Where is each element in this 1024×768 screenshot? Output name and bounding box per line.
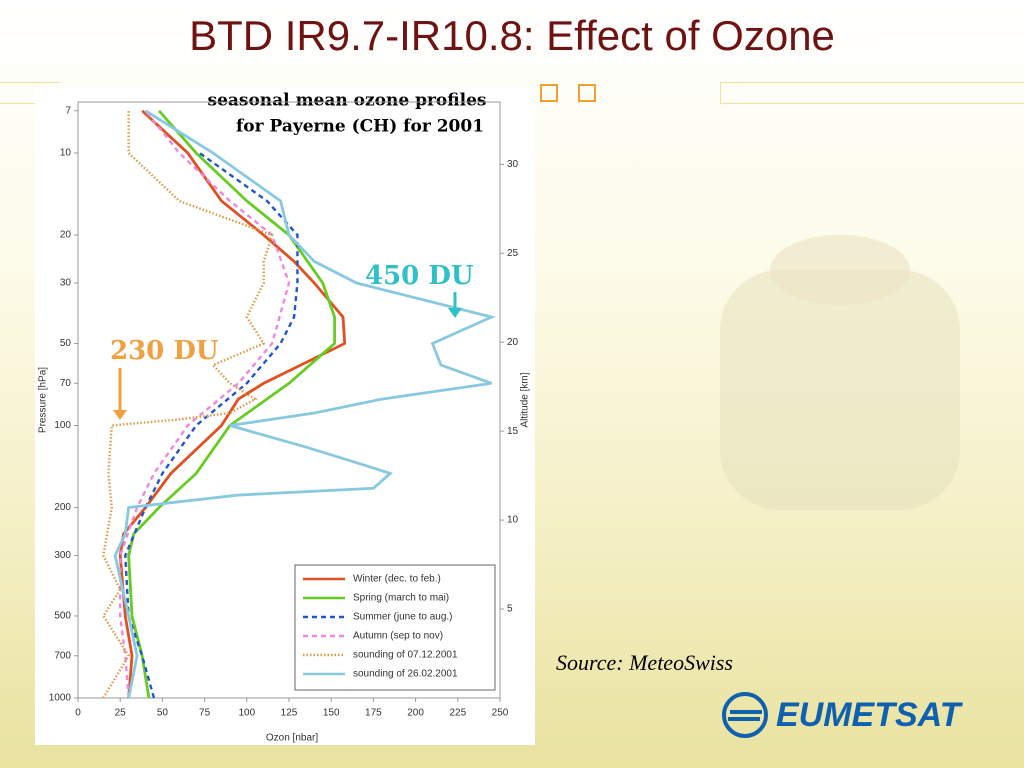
y-tick-label: 1000 (49, 693, 72, 704)
chart-title: seasonal mean ozone profiles (208, 91, 487, 111)
legend-box (294, 564, 496, 691)
y-tick-label: 300 (54, 550, 71, 561)
legend: Winter (dec. to feb.) Spring (march to ma… (294, 564, 496, 691)
y-tick-label: 100 (54, 420, 71, 431)
decor-rule (0, 82, 60, 104)
y2-tick-label: 25 (507, 248, 519, 259)
legend-label: Winter (dec. to feb.) (353, 574, 441, 585)
x-tick-label: 150 (323, 708, 340, 719)
y-tick-label: 50 (60, 338, 72, 349)
annotation-arrowhead (448, 308, 462, 318)
y2-tick-label: 10 (507, 515, 519, 526)
y-tick-label: 700 (54, 650, 71, 661)
y-tick-label: 10 (60, 148, 72, 159)
chart-subtitle: for Payerne (CH) for 2001 (236, 117, 484, 137)
y2-tick-label: 30 (507, 159, 519, 170)
annotation-arrowhead (113, 410, 127, 420)
decor-rule (720, 82, 1024, 104)
y-tick-label: 70 (60, 378, 72, 389)
y-tick-label: 20 (60, 230, 72, 241)
x-tick-label: 250 (492, 708, 509, 719)
y2-tick-label: 15 (507, 426, 519, 437)
slide-title: BTD IR9.7-IR10.8: Effect of Ozone (189, 12, 835, 59)
logo-mark (722, 692, 768, 738)
x-tick-label: 0 (75, 708, 81, 719)
y-tick-label: 500 (54, 611, 71, 622)
y2-axis-label: Altitude [km] (520, 372, 531, 427)
x-tick-label: 25 (115, 708, 127, 719)
x-axis-label: Ozon [nbar] (266, 733, 318, 744)
legend-label: Spring (march to mai) (353, 593, 449, 604)
source-note: Source: MeteoSwiss (556, 650, 733, 675)
legend-label: sounding of 07.12.2001 (353, 650, 458, 661)
series-line (101, 110, 274, 699)
decor-square (578, 84, 596, 102)
y-tick-label: 200 (54, 502, 71, 513)
x-tick-label: 50 (157, 708, 169, 719)
logo: EUMETSAT (722, 692, 960, 738)
legend-label: Autumn (sep to nov) (353, 631, 443, 642)
y-tick-label: 7 (65, 105, 71, 116)
decor-square (540, 84, 558, 102)
series-line (127, 109, 336, 699)
y2-tick-label: 20 (507, 337, 519, 348)
series-line (119, 110, 291, 699)
x-tick-label: 100 (238, 708, 255, 719)
y2-tick-label: 5 (507, 604, 513, 615)
legend-label: sounding of 26.02.2001 (353, 669, 458, 680)
annotation: 230 DU (110, 336, 219, 366)
legend-label: Summer (june to aug.) (353, 612, 453, 623)
chart: seasonal mean ozone profiles for Payerne… (35, 88, 535, 745)
y-tick-label: 30 (60, 278, 72, 289)
series-line (113, 109, 496, 699)
x-tick-label: 125 (281, 708, 298, 719)
x-tick-label: 200 (407, 708, 424, 719)
annotation: 450 DU (365, 261, 474, 291)
logo-text: EUMETSAT (776, 695, 961, 734)
x-tick-label: 175 (365, 708, 382, 719)
x-tick-label: 75 (199, 708, 211, 719)
series-line (118, 109, 347, 699)
x-tick-label: 225 (449, 708, 466, 719)
y-axis-label: Pressure [hPa] (38, 367, 49, 433)
satellite-silhouette (720, 235, 960, 510)
